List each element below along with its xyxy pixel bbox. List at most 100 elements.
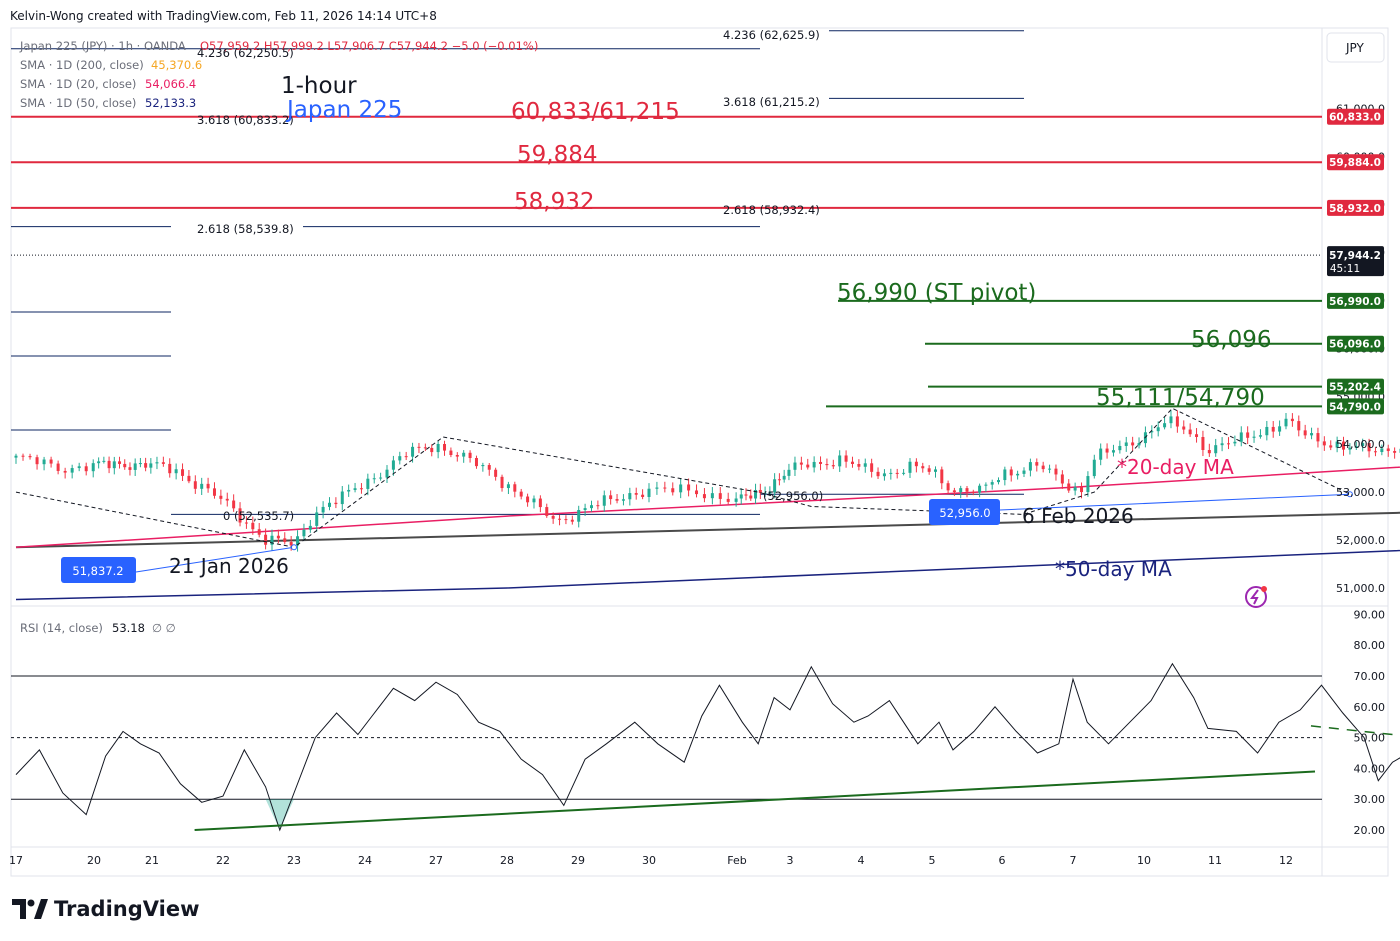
price-tag: 54,790.0 bbox=[1327, 398, 1384, 415]
candle-body bbox=[782, 475, 786, 480]
candle-body bbox=[793, 462, 797, 470]
price-tag-bg bbox=[1327, 335, 1384, 352]
candle-body bbox=[232, 500, 236, 509]
candle-body bbox=[42, 459, 46, 465]
alert-icon[interactable] bbox=[1245, 586, 1267, 608]
candle-body bbox=[519, 491, 523, 497]
symbol-line[interactable]: Japan 225 (JPY) · 1h · OANDA bbox=[19, 39, 186, 53]
low1-badge: 51,837.2 bbox=[61, 557, 136, 583]
fib-label-zero: 0 (52,535.7) bbox=[223, 509, 294, 523]
candle-body bbox=[455, 455, 459, 457]
candle-body bbox=[1201, 437, 1205, 451]
time-tick-label: 20 bbox=[87, 854, 101, 867]
candle-body bbox=[1214, 445, 1218, 454]
candle-body bbox=[1150, 431, 1154, 433]
time-tick-label: 22 bbox=[216, 854, 230, 867]
candle-body bbox=[77, 466, 81, 469]
candle-body bbox=[1303, 430, 1307, 436]
candle-body bbox=[385, 469, 389, 478]
candle-body bbox=[1003, 469, 1007, 481]
candle-body bbox=[302, 529, 306, 537]
pivot-annotation: 56,990 (ST pivot) bbox=[837, 280, 1036, 306]
candle-body bbox=[602, 495, 606, 506]
last-price-tag: 57,944.245:11 bbox=[1327, 246, 1384, 277]
candle-body bbox=[876, 471, 880, 477]
price-tick-label: 52,000.0 bbox=[1336, 534, 1385, 547]
candle-body bbox=[1041, 465, 1045, 470]
candle-body bbox=[97, 461, 101, 464]
time-tick-label: 23 bbox=[287, 854, 301, 867]
candle-body bbox=[1086, 476, 1090, 493]
rsi-pane bbox=[11, 662, 1400, 832]
candle-body bbox=[443, 443, 447, 451]
candle-body bbox=[687, 484, 691, 491]
candle-body bbox=[940, 469, 944, 484]
time-tick-label: 10 bbox=[1137, 854, 1151, 867]
candle-body bbox=[494, 469, 498, 477]
currency-button[interactable]: JPY bbox=[1326, 32, 1385, 63]
candle-body bbox=[526, 496, 530, 503]
rsi-legend[interactable]: RSI (14, close) 53.18 ∅ ∅ bbox=[20, 621, 176, 635]
candle-body bbox=[1342, 441, 1346, 450]
candle-body bbox=[161, 462, 165, 464]
sma20-label[interactable]: SMA · 1D (20, close) bbox=[20, 77, 136, 91]
fib-label-low: (52,956.0) bbox=[763, 489, 823, 503]
candle-body bbox=[112, 461, 116, 469]
price-tag-bg bbox=[1327, 292, 1384, 309]
candle-body bbox=[1054, 468, 1058, 475]
price-tag: 60,833.0 bbox=[1327, 108, 1384, 125]
candle-body bbox=[283, 538, 287, 543]
candle-body bbox=[1361, 443, 1365, 447]
r2-annotation: 59,884 bbox=[517, 142, 597, 168]
candle-body bbox=[353, 488, 357, 490]
candle-body bbox=[1258, 435, 1262, 437]
r1-annotation: 58,932 bbox=[514, 189, 594, 215]
legend[interactable]: Japan 225 (JPY) · 1h · OANDA O57,959.2 H… bbox=[19, 39, 538, 110]
candle-body bbox=[1131, 442, 1135, 446]
candle-body bbox=[577, 509, 581, 522]
fib-label-3618a: 3.618 (60,833.2) bbox=[197, 113, 294, 127]
candle-body bbox=[965, 488, 969, 492]
candle-body bbox=[1322, 441, 1326, 446]
rsi-trendline bbox=[194, 770, 1316, 831]
candle-body bbox=[251, 522, 255, 530]
price-tag-text: 56,990.0 bbox=[1329, 296, 1381, 308]
rsi-value: 53.18 bbox=[112, 621, 145, 635]
wave-structure-lines bbox=[15, 407, 1353, 573]
r3-annotation: 60,833/61,215 bbox=[511, 99, 680, 125]
candle-body bbox=[927, 468, 931, 472]
rsi-label: RSI (14, close) bbox=[20, 621, 103, 635]
low2-marker bbox=[1346, 491, 1353, 498]
candle-body bbox=[238, 508, 242, 523]
fib-labels: 4.236 (62,250.5) 3.618 (60,833.2) 2.618 … bbox=[197, 28, 823, 523]
candle-body bbox=[1099, 448, 1103, 460]
candle-body bbox=[49, 459, 53, 464]
rsi-line bbox=[15, 662, 1400, 832]
candle-body bbox=[1278, 426, 1282, 432]
sma200-label[interactable]: SMA · 1D (200, close) bbox=[20, 58, 144, 72]
candle-body bbox=[959, 488, 963, 493]
candle-body bbox=[1195, 434, 1199, 438]
candle-body bbox=[1016, 473, 1020, 476]
candle-body bbox=[70, 468, 74, 473]
low1-connector bbox=[135, 546, 295, 573]
candle-body bbox=[212, 488, 216, 496]
candle-body bbox=[1233, 441, 1237, 444]
candle-body bbox=[334, 502, 338, 505]
sma50-label[interactable]: SMA · 1D (50, close) bbox=[20, 96, 136, 110]
candle-body bbox=[1329, 445, 1333, 448]
rsi-tick-label: 30.00 bbox=[1354, 793, 1386, 806]
price-tag-bg bbox=[1327, 199, 1384, 216]
candle-body bbox=[35, 457, 39, 465]
candle-body bbox=[564, 519, 568, 521]
price-tag-text: 59,884.0 bbox=[1329, 157, 1381, 169]
tradingview-logo[interactable]: TradingView bbox=[12, 895, 199, 923]
time-axis[interactable]: 17 20 21 22 23 24 27 28 29 30 Feb 3 4 5 6 7 10 11 12 bbox=[9, 854, 1293, 867]
candle-body bbox=[487, 465, 491, 470]
candle-body bbox=[500, 476, 504, 489]
tradingview-logo-icon bbox=[12, 899, 48, 919]
price-tag: 56,990.0 bbox=[1327, 292, 1384, 309]
candle-body bbox=[102, 460, 106, 462]
price-tag-text: 55,202.4 bbox=[1329, 382, 1381, 394]
